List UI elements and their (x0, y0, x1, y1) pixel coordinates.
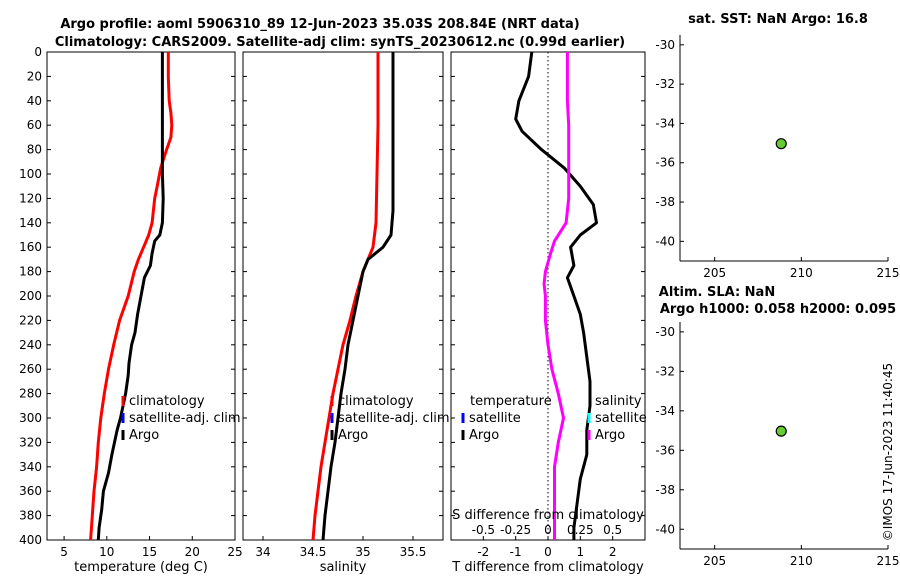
y-tick-label: 260 (19, 362, 42, 376)
series-climatology (311, 52, 380, 541)
map-y-tick-label: -30 (655, 325, 675, 339)
x-tick-label: 15 (142, 545, 157, 559)
y-tick-label: 380 (19, 509, 42, 523)
difference-legend-left-label: satellite (469, 411, 521, 426)
map-x-tick-label: 215 (877, 554, 900, 568)
x-tick-label: 5 (60, 545, 68, 559)
difference-legend-right-title: salinity (595, 394, 642, 409)
float-location-marker (775, 425, 787, 437)
map-y-tick-label: -36 (655, 156, 675, 170)
y-tick-label: 220 (19, 313, 42, 327)
map-y-tick-label: -34 (655, 404, 675, 418)
plot-frame (242, 51, 444, 541)
difference-legend-left-title: temperature (470, 394, 552, 409)
map-x-tick-label: 215 (877, 266, 900, 280)
y-tick-label: 360 (19, 484, 42, 498)
y-tick-label: 240 (19, 338, 42, 352)
salinity-legend-label: climatology (338, 394, 414, 409)
x-tick-label: 34 (255, 545, 270, 559)
figure-title-line2: Climatology: CARS2009. Satellite-adj cli… (55, 35, 625, 50)
y-tick-label: 320 (19, 435, 42, 449)
map-y-tick-label: -40 (655, 234, 675, 248)
difference-legend-right-label: Argo (595, 428, 625, 443)
top-tick-label: -0.5 (472, 523, 495, 537)
top-tick-label: 0.25 (567, 523, 594, 537)
map-y-tick-label: -38 (655, 483, 675, 497)
temperature-legend-label: satellite-adj. clim (129, 411, 241, 426)
y-tick-label: 100 (19, 167, 42, 181)
y-tick-label: 60 (27, 118, 42, 132)
x-axis-label: T difference from climatology (451, 560, 644, 575)
map-x-tick-label: 210 (790, 266, 813, 280)
map-y-tick-label: -32 (655, 77, 675, 91)
y-tick-label: 200 (19, 289, 42, 303)
y-tick-label: 280 (19, 387, 42, 401)
x-tick-label: 25 (227, 545, 242, 559)
sst-map-panel: -30 -32 -34 -36 -38 -40 205 210 215 sat. SST: NaN… (655, 12, 899, 280)
y-tick-label: 80 (27, 143, 42, 157)
x-tick-label: 35 (355, 545, 370, 559)
map-y-tick-label: -34 (655, 116, 675, 130)
series-temperature-difference (514, 51, 598, 540)
difference-legend-left-label: Argo (469, 428, 499, 443)
x-axis-label: salinity (320, 560, 367, 575)
y-tick-label: 160 (19, 240, 42, 254)
x-axis-label: temperature (deg C) (74, 560, 208, 575)
map-y-tick-label: -38 (655, 195, 675, 209)
map-x-tick-label: 210 (790, 554, 813, 568)
y-tick-label: 120 (19, 191, 42, 205)
y-tick-label: 0 (34, 45, 42, 59)
salinity-legend-label: Argo (338, 428, 368, 443)
map-y-tick-label: -30 (655, 38, 675, 52)
x-tick-label: 2 (609, 545, 617, 559)
sla-map-panel: -30 -32 -34 -36 -38 -40 205 210 215 Altim. SLA: N… (655, 285, 899, 568)
y-tick-label: 180 (19, 265, 42, 279)
y-tick-label: 140 (19, 216, 42, 230)
top-tick-label: -0.25 (500, 523, 531, 537)
series-argo (321, 52, 395, 541)
x-tick-label: 1 (577, 545, 585, 559)
temperature-legend-label: Argo (129, 428, 159, 443)
salinity-legend-label: satellite-adj. clim (338, 411, 450, 426)
x-tick-label: 0 (544, 545, 552, 559)
map-y-tick-label: -40 (655, 522, 675, 536)
map-x-tick-label: 205 (703, 266, 726, 280)
x-tick-label: 35.5 (400, 545, 427, 559)
map-x-tick-label: 205 (703, 554, 726, 568)
sst-map-title: sat. SST: NaN Argo: 16.8 (688, 12, 868, 27)
float-location-marker (775, 138, 787, 150)
sla-map-title: Altim. SLA: NaN (659, 285, 775, 300)
y-tick-label: 40 (27, 94, 42, 108)
timestamp-label: ©IMOS 17-Jun-2023 11:40:45 (881, 363, 895, 541)
x-tick-label: 20 (185, 545, 200, 559)
temperature-panel: 0 20 40 60 80 100 120 140 160 180 200 220 240 260 280 3… (19, 45, 243, 575)
y-tick-label: 300 (19, 411, 42, 425)
top-axis-label: S difference from climatology (452, 508, 644, 523)
series-climatology (89, 52, 174, 541)
y-tick-label: 340 (19, 460, 42, 474)
x-tick-label: 10 (99, 545, 114, 559)
sla-map-subtitle: Argo h1000: 0.058 h2000: 0.095 (660, 302, 896, 317)
difference-panel: -2 -1 0 1 2T difference from climatology S di… (450, 51, 647, 575)
x-tick-label: -2 (477, 545, 489, 559)
map-y-tick-label: -36 (655, 443, 675, 457)
top-tick-label: 0.5 (603, 523, 622, 537)
x-tick-label: 34.5 (300, 545, 327, 559)
temperature-legend-label: climatology (129, 394, 205, 409)
x-tick-label: -1 (510, 545, 522, 559)
series-argo (96, 52, 165, 541)
top-tick-label: 0 (544, 523, 552, 537)
salinity-panel: 34 34.5 35 35.5 salinity climatology satellite… (242, 51, 450, 575)
y-tick-label: 400 (19, 533, 42, 547)
figure-title-line1: Argo profile: aoml 5906310_89 12-Jun-202… (60, 17, 579, 32)
map-y-tick-label: -32 (655, 364, 675, 378)
y-tick-label: 20 (27, 69, 42, 83)
difference-legend-right-label: satellite (595, 411, 647, 426)
series-salinity-difference (542, 52, 571, 540)
